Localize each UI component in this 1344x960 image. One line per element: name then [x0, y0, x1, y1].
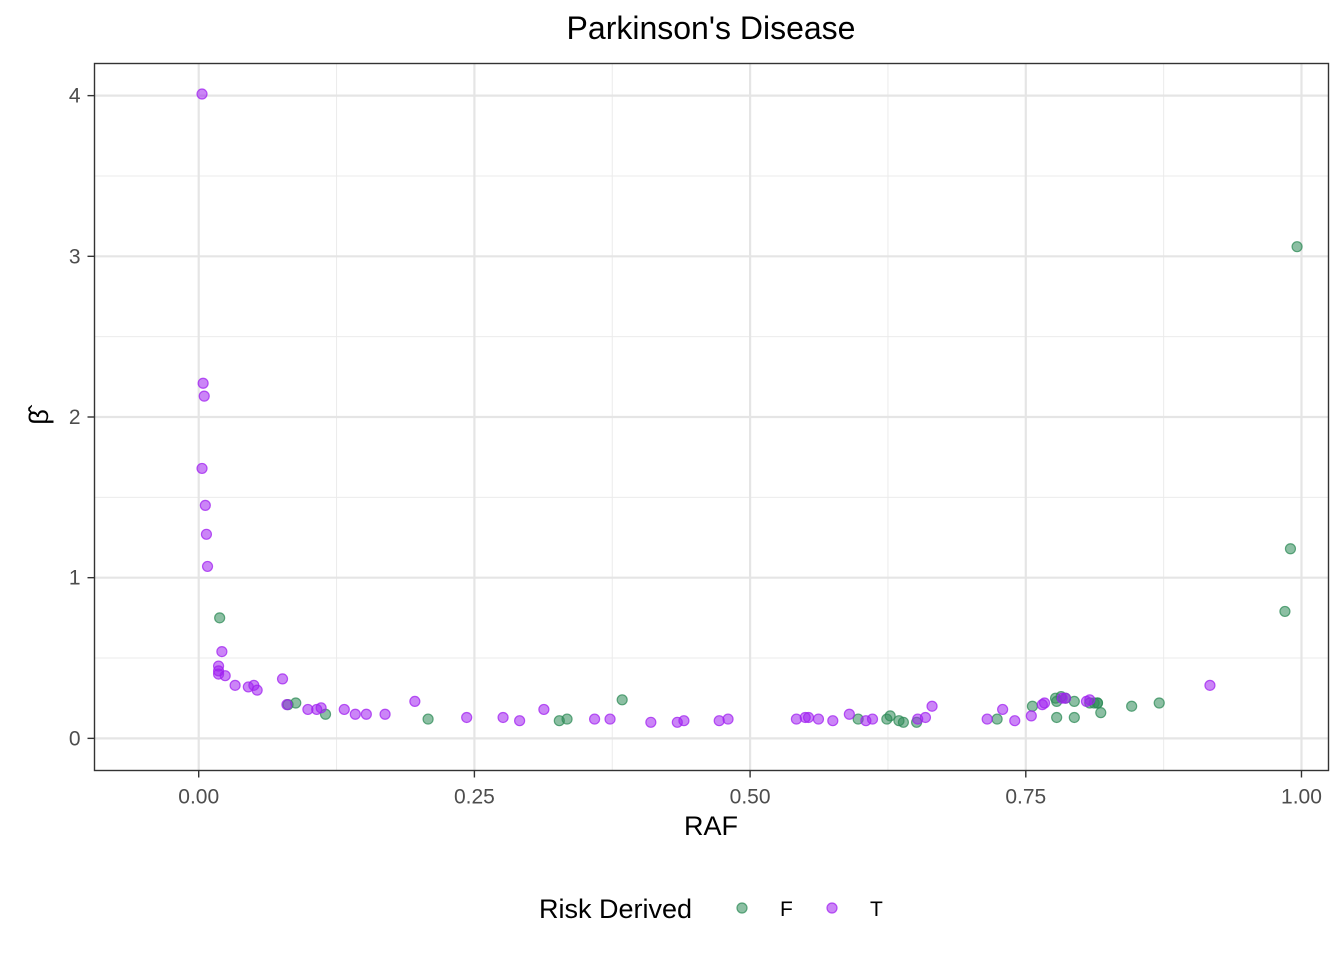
data-point-T: [197, 377, 209, 389]
data-point-F: [1126, 700, 1138, 712]
data-point-T: [604, 713, 616, 725]
data-point-T: [1025, 710, 1037, 722]
y-tick-label: 4: [69, 85, 81, 108]
data-point-T: [812, 713, 825, 725]
y-tick-label: 0: [69, 727, 81, 750]
x-tick-label: 0.00: [178, 786, 219, 809]
data-point-T: [379, 708, 391, 720]
data-point-F: [561, 713, 573, 725]
y-axis-title: β̂: [24, 404, 54, 425]
data-point-T: [926, 700, 938, 712]
plot-panel: [93, 62, 1330, 772]
data-point-T: [497, 711, 509, 724]
data-point-F: [1284, 543, 1297, 555]
data-point-T: [981, 713, 993, 725]
data-point-F: [1095, 707, 1107, 719]
legend-label-F: F: [780, 898, 793, 921]
data-point-T: [281, 699, 293, 711]
data-point-T: [409, 695, 421, 708]
legend-title: Risk Derived: [539, 894, 692, 924]
data-point-F: [1051, 711, 1063, 724]
data-point-T: [645, 716, 657, 728]
grid-major: [94, 63, 1329, 771]
data-point-T: [196, 462, 208, 475]
legend-key-F: [736, 902, 748, 914]
data-point-T: [866, 713, 879, 725]
x-tick-label: 0.50: [730, 786, 771, 809]
y-tick-label: 1: [69, 567, 81, 590]
data-point-F: [1153, 697, 1165, 709]
data-point-T: [1084, 694, 1096, 706]
y-axis: 0 1 2 3 4: [69, 85, 95, 750]
data-point-T: [196, 88, 208, 100]
data-point-T: [1204, 679, 1216, 691]
data-point-T: [216, 645, 228, 658]
data-point-F: [1291, 241, 1303, 253]
x-axis: 0.00 0.25 0.50 0.75 1.00: [178, 770, 1322, 809]
data-points: [196, 88, 1303, 728]
data-point-F: [214, 612, 226, 624]
x-tick-label: 1.00: [1281, 786, 1322, 809]
x-tick-label: 0.75: [1005, 786, 1046, 809]
y-tick-label: 2: [69, 406, 81, 429]
data-point-T: [722, 713, 734, 725]
data-point-T: [1038, 697, 1051, 709]
legend-label-T: T: [870, 898, 883, 921]
data-point-T: [219, 670, 231, 682]
data-point-T: [678, 715, 690, 727]
data-point-F: [1026, 700, 1039, 712]
data-point-T: [276, 673, 289, 685]
legend-key-T: [826, 902, 838, 914]
x-tick-label: 0.25: [454, 786, 495, 809]
chart-title: Parkinson's Disease: [567, 10, 856, 46]
data-point-T: [200, 528, 213, 540]
data-point-F: [1279, 605, 1291, 618]
data-point-F: [884, 710, 896, 722]
x-axis-title: RAF: [684, 811, 738, 841]
data-point-T: [997, 703, 1009, 716]
data-point-F: [422, 713, 434, 725]
data-point-T: [538, 703, 550, 716]
data-point-T: [461, 711, 473, 724]
data-point-T: [843, 708, 855, 720]
data-point-T: [1009, 715, 1021, 727]
data-point-F: [1068, 711, 1080, 724]
data-point-T: [360, 708, 372, 720]
data-point-T: [1059, 692, 1072, 704]
data-point-T: [251, 684, 263, 696]
data-point-F: [991, 713, 1003, 725]
data-point-T: [338, 703, 350, 716]
data-point-T: [349, 708, 361, 720]
data-point-T: [315, 702, 327, 714]
data-point-T: [802, 711, 815, 724]
data-point-F: [616, 694, 628, 706]
data-point-T: [919, 711, 932, 724]
data-point-T: [827, 715, 839, 727]
data-point-T: [229, 679, 241, 691]
data-point-T: [198, 390, 210, 402]
y-tick-label: 3: [69, 245, 81, 268]
data-point-F: [897, 716, 909, 728]
data-point-T: [589, 713, 601, 725]
data-point-T: [199, 499, 211, 511]
data-point-T: [201, 560, 214, 573]
data-point-T: [514, 715, 526, 727]
